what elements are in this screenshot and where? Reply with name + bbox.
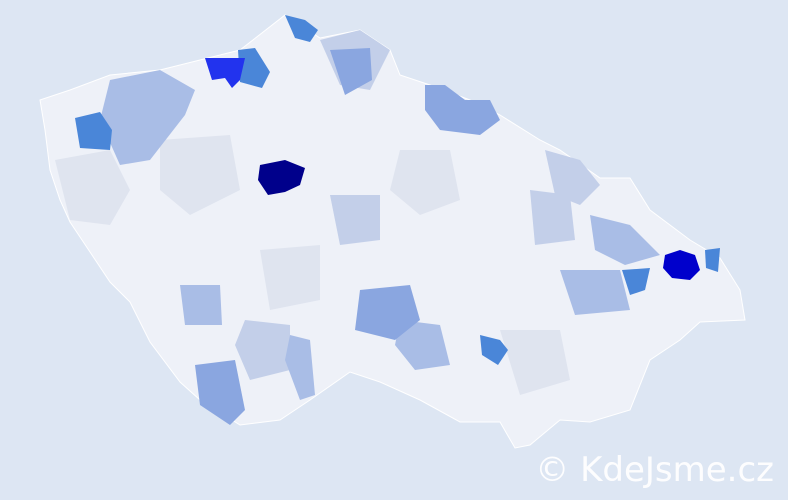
country-outline xyxy=(39,14,746,449)
region[interactable] xyxy=(590,215,660,265)
region[interactable] xyxy=(530,190,575,245)
region[interactable] xyxy=(180,285,222,325)
region[interactable] xyxy=(663,250,700,280)
region[interactable] xyxy=(705,248,720,272)
region[interactable] xyxy=(235,320,290,380)
region[interactable] xyxy=(160,135,240,215)
region[interactable] xyxy=(238,48,270,88)
region[interactable] xyxy=(205,58,245,88)
region[interactable] xyxy=(545,150,600,205)
region[interactable] xyxy=(500,330,570,395)
region[interactable] xyxy=(622,268,650,295)
region[interactable] xyxy=(260,245,320,310)
region[interactable] xyxy=(285,15,318,42)
region[interactable] xyxy=(75,112,112,150)
regions xyxy=(55,15,720,425)
region[interactable] xyxy=(55,150,130,225)
region[interactable] xyxy=(285,335,315,400)
region[interactable] xyxy=(330,195,380,245)
region[interactable] xyxy=(100,70,195,165)
region[interactable] xyxy=(560,270,630,315)
region[interactable] xyxy=(425,85,500,135)
region[interactable] xyxy=(395,320,450,370)
region[interactable] xyxy=(330,48,372,95)
region[interactable] xyxy=(390,150,460,215)
region[interactable] xyxy=(195,360,245,425)
region[interactable] xyxy=(480,335,508,365)
region[interactable] xyxy=(258,160,305,195)
watermark: © KdeJsme.cz xyxy=(535,450,774,490)
region[interactable] xyxy=(355,285,420,340)
